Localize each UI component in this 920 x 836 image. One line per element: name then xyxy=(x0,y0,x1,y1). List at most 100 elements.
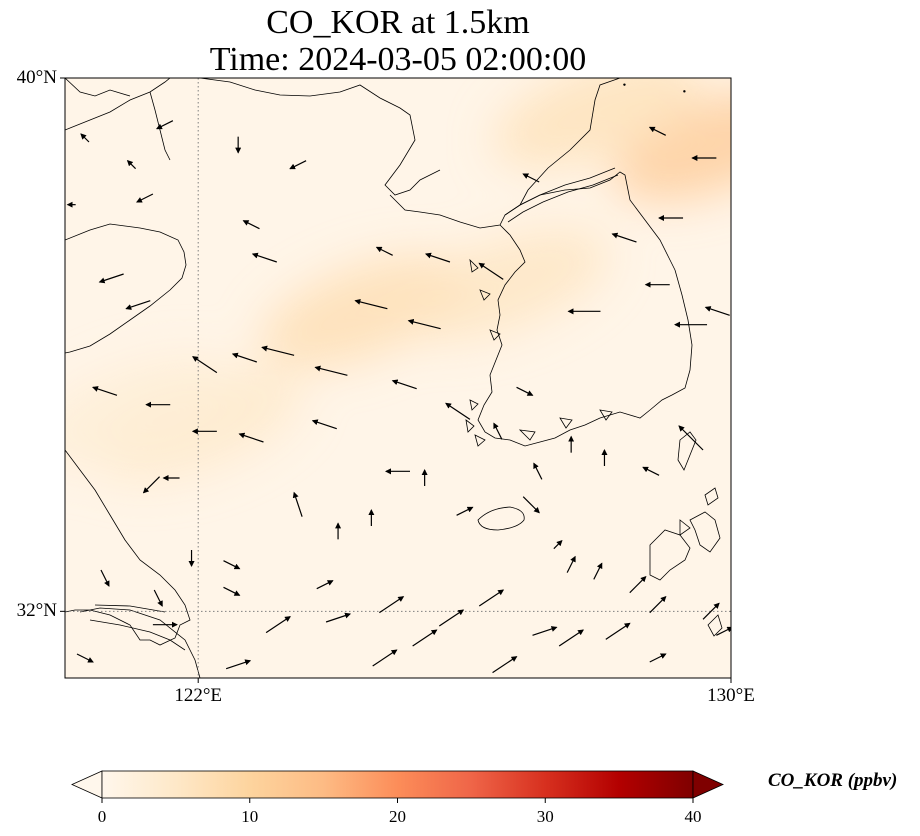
gridlines xyxy=(65,78,731,678)
concentration-field xyxy=(65,78,731,482)
wind-vector xyxy=(566,555,576,573)
wind-vector xyxy=(593,562,603,580)
north-korea-river xyxy=(504,167,619,223)
korea-peninsula-coast xyxy=(477,78,693,447)
wind-vector xyxy=(629,575,647,594)
wind-vector xyxy=(553,539,563,550)
wind-vector xyxy=(225,659,252,670)
wind-vector xyxy=(702,602,720,620)
wind-vector xyxy=(425,252,451,263)
wind-vector xyxy=(379,596,405,614)
wind-vector xyxy=(76,653,94,663)
wind-vector xyxy=(716,626,731,636)
wind-vector xyxy=(223,560,241,570)
wind-vector xyxy=(407,318,441,330)
wind-vector xyxy=(678,425,704,451)
concentration-blob-yellow-sea-north xyxy=(260,254,470,368)
japan-islands xyxy=(649,431,723,637)
wind-vector xyxy=(456,506,474,516)
colorbar-tick-label: 10 xyxy=(241,807,259,826)
wind-vector xyxy=(92,386,118,396)
concentration-blob-shandong-coast xyxy=(65,354,237,468)
wind-vector xyxy=(153,589,163,607)
wind-vector xyxy=(493,422,503,440)
wind-vector xyxy=(354,298,388,310)
wind-vector xyxy=(438,609,465,627)
wind-vector xyxy=(623,83,626,86)
wind-vector xyxy=(522,173,540,183)
wind-vector xyxy=(125,300,151,310)
wind-vector xyxy=(478,589,505,607)
wind-vector xyxy=(611,232,637,243)
wind-vector xyxy=(156,120,174,130)
china-coast-south xyxy=(65,449,201,678)
colorbar-label: CO_KOR (ppbv) xyxy=(768,770,898,791)
wind-vector xyxy=(533,462,543,480)
wind-vector xyxy=(80,133,90,143)
north-korea-coast xyxy=(389,171,676,271)
wind-vector xyxy=(516,386,534,396)
wind-vector xyxy=(704,306,730,316)
wind-vector xyxy=(238,432,264,443)
colorbar-tick-label: 30 xyxy=(536,807,554,826)
colorbar-tick-label: 20 xyxy=(389,807,406,826)
wind-vector xyxy=(445,402,471,420)
wind-vector xyxy=(98,273,124,284)
wind-vector xyxy=(261,345,295,356)
jeju-island xyxy=(477,506,525,531)
wind-vector xyxy=(642,466,660,476)
wind-vector xyxy=(558,629,584,647)
coastlines xyxy=(65,78,723,678)
wind-vector xyxy=(192,356,218,374)
wind-vector xyxy=(126,159,137,170)
wind-vector xyxy=(100,569,110,587)
wind-vector xyxy=(478,262,504,280)
wind-vector xyxy=(372,649,398,667)
wind-vector xyxy=(251,252,277,263)
wind-vector xyxy=(649,653,667,663)
x-tick-label: 130°E xyxy=(707,685,755,706)
wind-vector xyxy=(391,379,417,390)
wind-vectors xyxy=(66,83,731,674)
wind-vector xyxy=(648,126,667,136)
concentration-blob-north-korea-north xyxy=(493,78,703,168)
wind-vector xyxy=(683,90,686,93)
wind-vector xyxy=(289,160,307,170)
wind-vector xyxy=(292,491,303,517)
colorbar-extend-min xyxy=(71,770,103,799)
wind-vector xyxy=(142,476,161,494)
china-coast-north xyxy=(65,223,187,354)
wind-vector xyxy=(314,365,348,376)
map-frame xyxy=(64,77,732,679)
korea-islands xyxy=(465,258,613,447)
map-title-line1: CO_KOR at 1.5km xyxy=(266,4,530,41)
wind-vector xyxy=(265,616,291,634)
map-title-line2: Time: 2024-03-05 02:00:00 xyxy=(209,41,587,78)
wind-vector xyxy=(242,220,260,230)
y-tick-label: 40°N xyxy=(16,67,57,88)
wind-vector xyxy=(649,595,667,614)
concentration-blob-korea-west-coast xyxy=(400,228,610,342)
liaodong-coast xyxy=(65,78,441,196)
wind-vector xyxy=(492,656,518,674)
bohai-coast xyxy=(65,78,131,97)
wind-vector xyxy=(223,586,241,596)
wind-vector xyxy=(412,629,438,647)
wind-vector xyxy=(136,193,154,203)
colorbar-tick-label: 0 xyxy=(97,807,107,826)
wind-vector xyxy=(532,626,558,636)
tick-marks xyxy=(60,77,732,683)
map-canvas xyxy=(60,77,732,683)
wind-vector xyxy=(605,622,631,640)
wind-vector xyxy=(316,580,334,590)
x-tick-label: 122°E xyxy=(174,685,223,706)
wind-vector xyxy=(311,419,337,430)
wind-vector xyxy=(375,246,393,256)
colorbar-extend-max xyxy=(692,770,724,799)
colorbar-body xyxy=(101,770,694,799)
yangtze-estuary xyxy=(89,604,186,651)
y-tick-label: 32°N xyxy=(16,600,57,622)
wind-vector xyxy=(231,352,258,363)
wind-vector xyxy=(325,612,352,623)
